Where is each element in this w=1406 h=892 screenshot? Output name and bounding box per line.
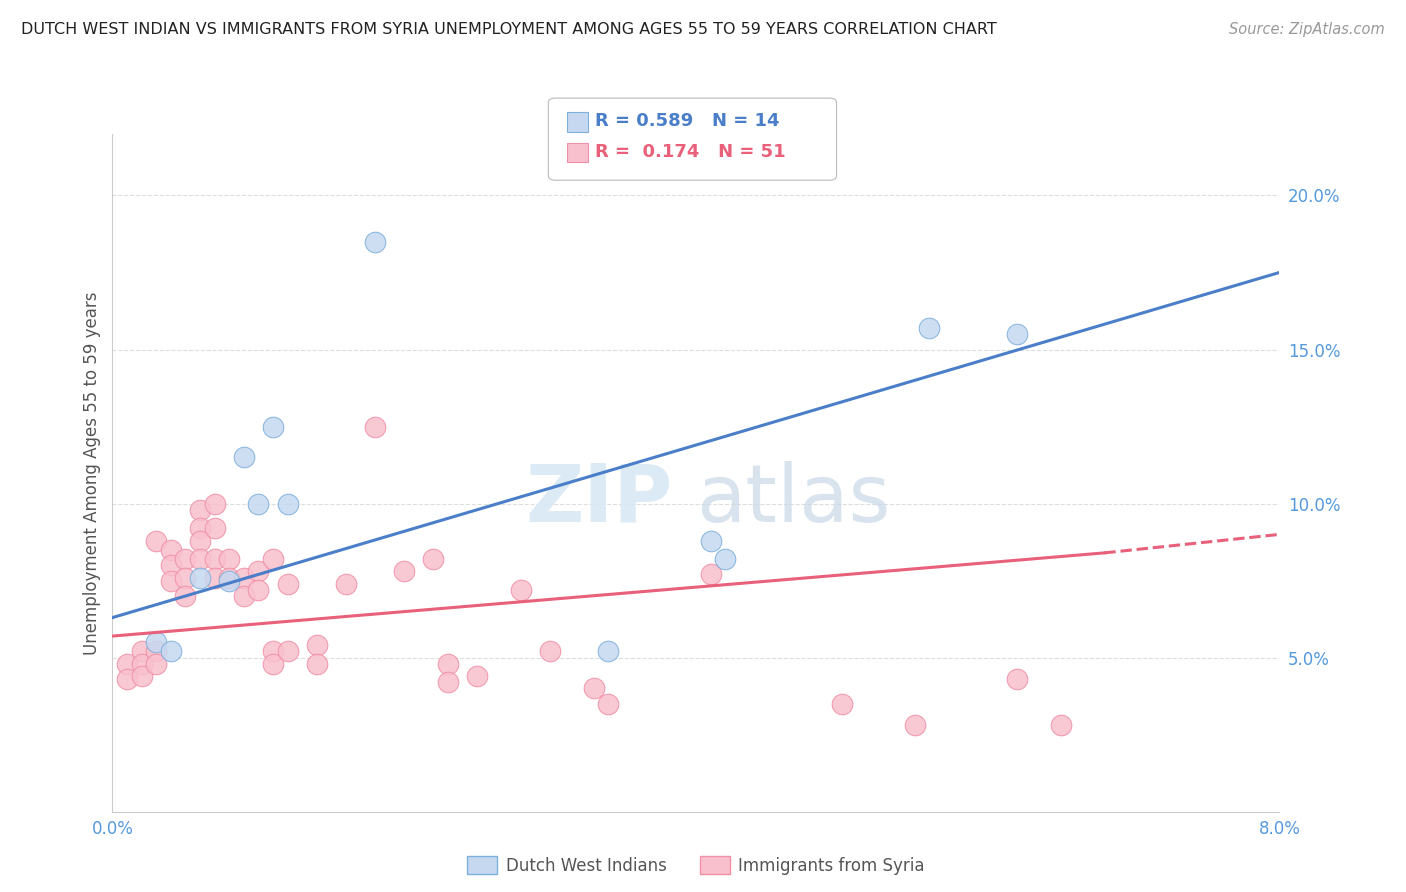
Point: [218, 574, 240, 588]
Point: [918, 321, 941, 335]
Point: [262, 657, 284, 671]
Point: [204, 570, 226, 584]
Point: [714, 552, 737, 566]
Point: [232, 589, 254, 603]
Point: [160, 574, 183, 588]
Point: [160, 644, 183, 658]
Point: [262, 419, 284, 434]
Point: [174, 552, 197, 566]
Point: [437, 657, 460, 671]
Point: [232, 570, 254, 584]
Point: [1049, 718, 1071, 732]
Point: [204, 497, 226, 511]
Y-axis label: Unemployment Among Ages 55 to 59 years: Unemployment Among Ages 55 to 59 years: [83, 291, 101, 655]
Point: [204, 552, 226, 566]
Point: [188, 570, 211, 584]
Point: [188, 552, 211, 566]
Point: [188, 502, 211, 516]
Point: [364, 235, 387, 249]
Point: [335, 576, 357, 591]
Point: [437, 675, 460, 690]
Text: R = 0.589   N = 14: R = 0.589 N = 14: [595, 112, 779, 130]
Point: [276, 497, 298, 511]
Point: [276, 576, 298, 591]
Point: [174, 570, 197, 584]
Point: [598, 644, 620, 658]
Legend: Dutch West Indians, Immigrants from Syria: Dutch West Indians, Immigrants from Syri…: [461, 849, 931, 881]
Point: [509, 582, 531, 597]
Point: [145, 635, 167, 649]
Text: DUTCH WEST INDIAN VS IMMIGRANTS FROM SYRIA UNEMPLOYMENT AMONG AGES 55 TO 59 YEAR: DUTCH WEST INDIAN VS IMMIGRANTS FROM SYR…: [21, 22, 997, 37]
Point: [465, 669, 488, 683]
Point: [247, 497, 270, 511]
Point: [904, 718, 927, 732]
Point: [247, 582, 270, 597]
Point: [699, 567, 721, 582]
Point: [831, 697, 853, 711]
Point: [174, 589, 197, 603]
Point: [145, 644, 167, 658]
Point: [160, 542, 183, 557]
Point: [145, 657, 167, 671]
Point: [699, 533, 721, 548]
Text: Source: ZipAtlas.com: Source: ZipAtlas.com: [1229, 22, 1385, 37]
Point: [262, 644, 284, 658]
Point: [598, 697, 620, 711]
Point: [115, 672, 138, 686]
Point: [305, 638, 328, 652]
Point: [218, 570, 240, 584]
Point: [115, 657, 138, 671]
Point: [392, 565, 416, 579]
Text: atlas: atlas: [696, 461, 890, 539]
Point: [218, 552, 240, 566]
Point: [247, 565, 270, 579]
Point: [305, 657, 328, 671]
Point: [188, 521, 211, 535]
Point: [364, 419, 387, 434]
Point: [131, 644, 153, 658]
Text: ZIP: ZIP: [526, 461, 672, 539]
Point: [1005, 672, 1028, 686]
Point: [188, 533, 211, 548]
Point: [1005, 327, 1028, 342]
Point: [160, 558, 183, 573]
Point: [204, 521, 226, 535]
Point: [145, 533, 167, 548]
Point: [538, 644, 561, 658]
Point: [232, 450, 254, 465]
Text: R =  0.174   N = 51: R = 0.174 N = 51: [595, 143, 786, 161]
Point: [422, 552, 444, 566]
Point: [131, 669, 153, 683]
Point: [131, 657, 153, 671]
Point: [262, 552, 284, 566]
Point: [582, 681, 605, 696]
Point: [276, 644, 298, 658]
